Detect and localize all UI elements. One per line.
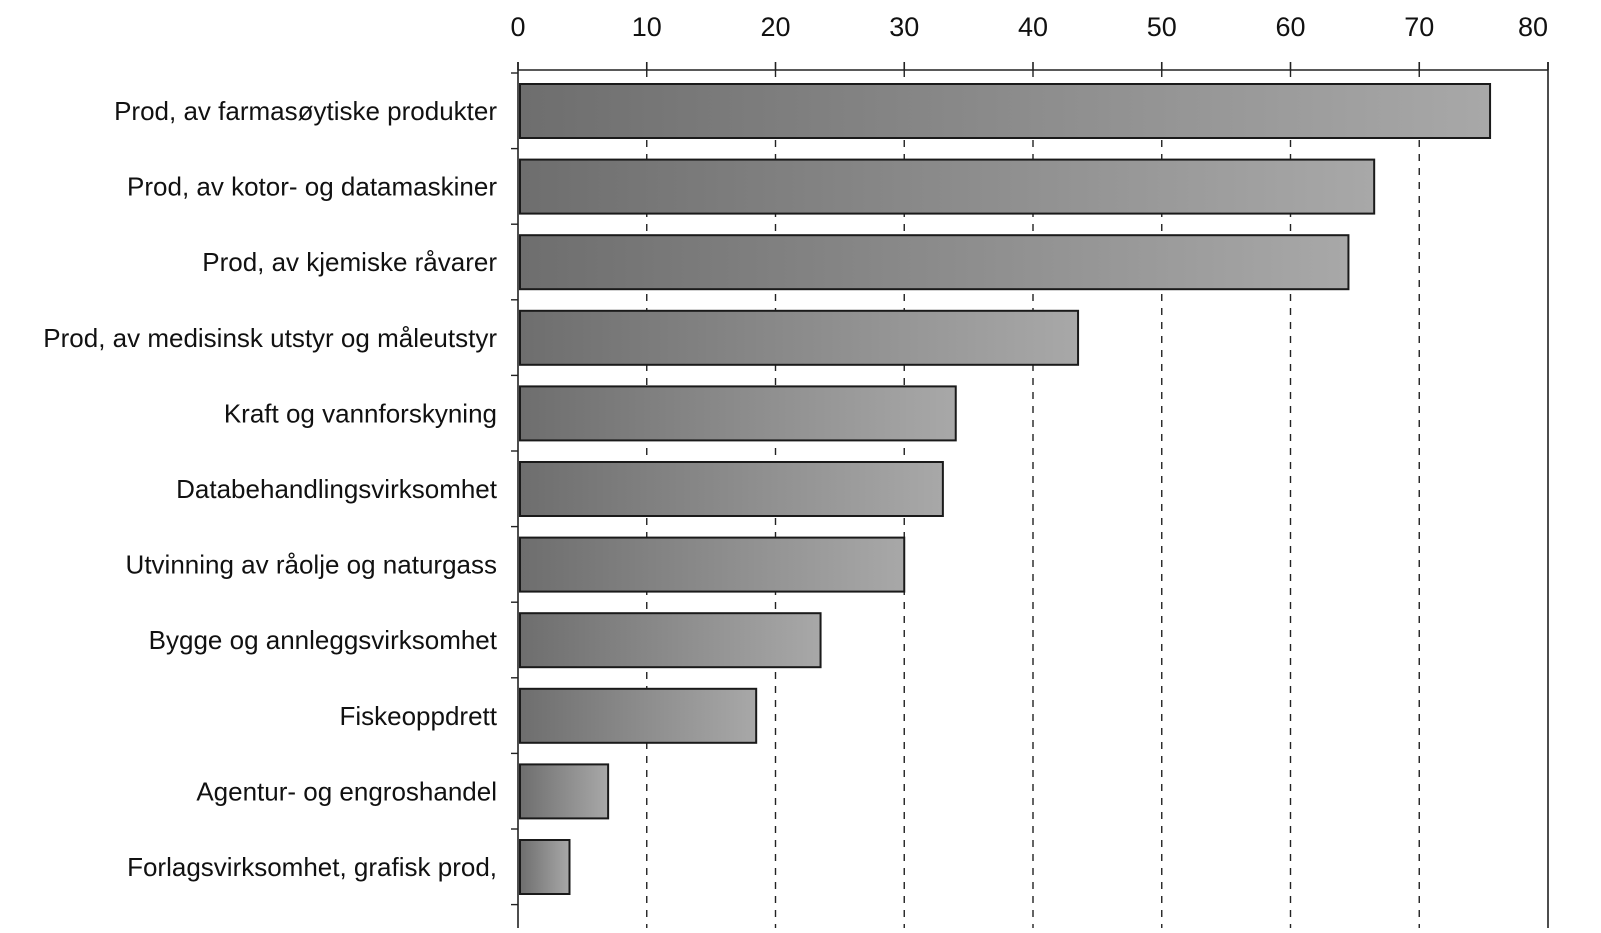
labels: 0 10 20 30 40 50 60 70 80 Prod, av farmasøytiske … [43,12,1548,882]
category-label-6: Databehandlingsvirksomhet [176,474,498,504]
x-tick-label-30: 30 [889,12,919,42]
x-tick-label-70: 70 [1404,12,1434,42]
x-tick-label-20: 20 [760,12,790,42]
bar-1 [519,83,1492,139]
x-tick-label-60: 60 [1275,12,1305,42]
category-label-8: Bygge og annleggsvirksomhet [149,625,498,655]
category-label-1: Prod, av farmasøytiske produkter [114,96,497,126]
bar-2 [519,158,1376,215]
x-tick-label-40: 40 [1018,12,1048,42]
axes [511,62,1549,928]
category-label-9: Fiskeoppdrett [339,701,497,731]
category-label-10: Agentur- og engroshandel [196,776,497,806]
bar-7 [519,536,906,593]
bar-3 [519,234,1350,291]
bars [519,83,1492,895]
bar-4 [519,309,1080,366]
x-tick-label-0: 0 [510,12,525,42]
category-label-7: Utvinning av råolje og naturgass [126,550,497,580]
category-label-4: Prod, av medisinsk utstyr og måleutstyr [43,323,497,353]
x-tick-label-50: 50 [1147,12,1177,42]
category-label-5: Kraft og vannforskyning [224,398,497,428]
category-label-2: Prod, av kotor- og datamaskiner [127,172,497,202]
x-tick-label-80: 80 [1518,12,1548,42]
bar-9 [519,687,758,744]
x-tick-label-10: 10 [632,12,662,42]
bar-8 [519,612,822,669]
bar-11 [519,839,571,895]
bar-10 [519,763,610,820]
category-label-11: Forlagsvirksomhet, grafisk prod, [127,852,497,882]
bar-5 [519,385,957,442]
bar-6 [519,461,944,517]
category-label-3: Prod, av kjemiske råvarer [202,247,497,277]
